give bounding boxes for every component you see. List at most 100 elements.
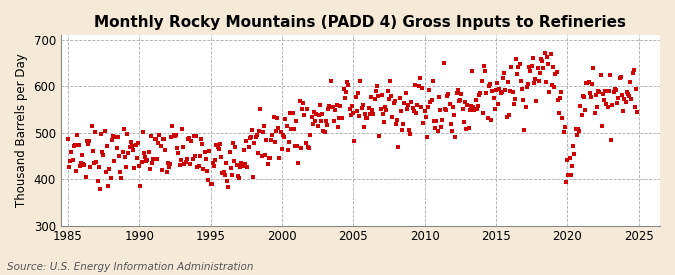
Point [182,157,192,162]
Point [116,176,127,180]
Point [86,124,97,128]
Point [505,89,516,94]
Point [80,175,91,180]
Point [556,90,567,94]
Point [152,156,163,161]
Point [589,111,600,116]
Point [197,142,208,146]
Point [331,102,342,107]
Point [457,107,468,111]
Point [96,132,107,136]
Point [311,112,322,116]
Point [488,96,499,100]
Point [452,91,462,95]
Point [367,108,377,112]
Point [557,116,568,120]
Point [377,93,387,98]
Point [399,101,410,105]
Point [324,104,335,109]
Point [234,176,244,181]
Point [529,81,539,86]
Point [155,144,166,148]
Point [281,124,292,128]
Point [207,182,217,186]
Point [261,138,272,142]
Point [124,145,135,149]
Point [587,82,597,86]
Point [486,118,497,122]
Point [123,151,134,155]
Point [192,164,202,169]
Point [257,129,268,134]
Point [344,107,355,111]
Point [107,138,117,142]
Point [532,65,543,70]
Point [104,167,115,172]
Point [346,104,357,109]
Point [437,117,448,122]
Point [82,139,92,144]
Point [173,150,184,155]
Point [382,89,393,93]
Point [290,144,300,148]
Point [624,94,634,98]
Point [329,119,340,123]
Point [375,107,386,111]
Point [493,102,504,106]
Point [474,93,485,97]
Point [202,178,213,182]
Point [107,134,118,138]
Point [352,109,362,113]
Point [564,156,575,160]
Point [216,155,227,159]
Point [279,134,290,139]
Point [586,94,597,99]
Point [95,186,105,191]
Point [146,133,157,138]
Point [176,158,186,162]
Point [594,90,605,94]
Point [547,64,558,69]
Point [291,119,302,123]
Point [489,107,500,111]
Point [416,105,427,109]
Point [171,133,182,137]
Point [333,116,344,120]
Point [151,137,161,141]
Point [187,157,198,162]
Point [218,170,229,174]
Point [381,108,392,112]
Point [419,109,430,113]
Point [389,99,400,104]
Point [296,146,306,150]
Point [271,129,281,133]
Point [172,145,183,150]
Point [321,123,332,127]
Point [470,98,481,102]
Point [499,70,510,75]
Point [82,142,93,147]
Point [429,118,439,123]
Point [130,143,141,148]
Point [418,121,429,125]
Point [323,107,333,111]
Point [336,115,347,120]
Point [552,98,563,102]
Point [126,140,136,144]
Point [630,105,641,110]
Point [628,68,639,73]
Point [98,153,109,157]
Point [235,164,246,169]
Point [385,78,396,83]
Point [92,178,103,183]
Point [466,104,477,108]
Point [616,75,626,79]
Point [555,96,566,101]
Point [602,104,613,109]
Point [227,172,238,177]
Point [396,127,407,132]
Point [84,139,95,143]
Point [190,154,200,159]
Point [223,185,234,189]
Point [443,92,454,97]
